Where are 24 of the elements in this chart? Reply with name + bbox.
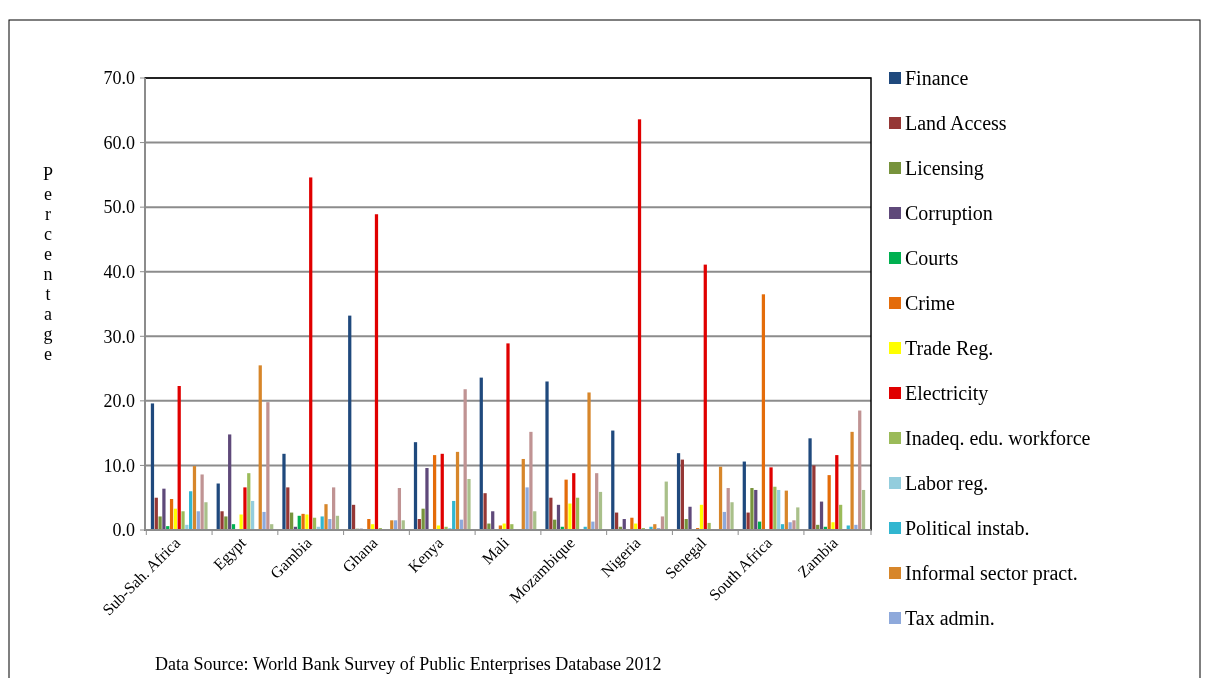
source-note: Data Source: World Bank Survey of Public Enterprises Database 2012 bbox=[155, 654, 662, 674]
legend-label: Electricity bbox=[905, 382, 989, 405]
y-tick-label: 60.0 bbox=[103, 132, 135, 153]
legend-label: Tax admin. bbox=[905, 607, 995, 629]
y-axis-title: Percentage bbox=[38, 164, 58, 364]
legend-label: Informal sector pract. bbox=[905, 562, 1078, 585]
y-tick-label: 50.0 bbox=[103, 197, 135, 218]
y-tick-label: 10.0 bbox=[103, 455, 135, 476]
legend-label: Political instab. bbox=[905, 517, 1030, 539]
y-tick-label: 30.0 bbox=[103, 326, 135, 347]
legend-label: Crime bbox=[905, 292, 956, 314]
y-tick-label: 0.0 bbox=[112, 520, 135, 541]
legend-label: Corruption bbox=[905, 202, 993, 225]
legend-label: Inadeq. edu. workforce bbox=[905, 427, 1091, 450]
legend-label: Land Access bbox=[905, 112, 1007, 134]
legend-label: Finance bbox=[905, 67, 969, 89]
x-tick-label: Mali bbox=[478, 533, 513, 568]
y-tick-label: 70.0 bbox=[103, 68, 135, 89]
legend-label: Courts bbox=[905, 247, 959, 269]
legend-label: Licensing bbox=[905, 157, 984, 180]
y-tick-label: 40.0 bbox=[103, 262, 135, 283]
legend-label: Trade Reg. bbox=[905, 337, 994, 360]
legend-label: Labor reg. bbox=[905, 472, 989, 495]
y-tick-label: 20.0 bbox=[103, 391, 135, 412]
